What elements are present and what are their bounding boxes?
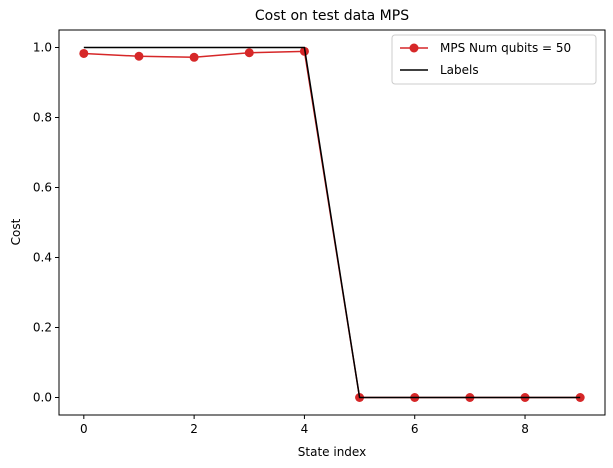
plot-area — [79, 46, 585, 402]
y-tick-label: 0.8 — [33, 111, 52, 125]
x-axis-ticks: 0 2 4 6 8 — [80, 415, 529, 436]
data-point-mps — [244, 48, 254, 58]
x-axis-label: State index — [298, 445, 366, 459]
y-tick-label: 1.0 — [33, 41, 52, 55]
y-axis-ticks: 0.0 0.2 0.4 0.6 0.8 1.0 — [33, 41, 59, 405]
chart-title: Cost on test data MPS — [255, 8, 409, 24]
y-tick-label: 0.4 — [33, 251, 52, 265]
x-tick-label: 4 — [301, 422, 309, 436]
x-tick-label: 8 — [521, 422, 529, 436]
legend-marker-mps — [409, 43, 419, 53]
data-point-mps — [79, 48, 89, 58]
legend: MPS Num qubits = 50 Labels — [391, 34, 597, 85]
x-tick-label: 2 — [190, 422, 198, 436]
y-tick-label: 0.0 — [33, 391, 52, 405]
legend-label-labels: Labels — [440, 63, 479, 77]
y-axis-label: Cost — [9, 218, 23, 245]
data-point-mps — [134, 51, 144, 61]
data-point-mps — [189, 52, 199, 62]
legend-label-mps: MPS Num qubits = 50 — [440, 41, 571, 55]
data-point-mps — [575, 393, 585, 402]
axes-frame — [58, 29, 606, 416]
x-tick-label: 0 — [80, 422, 88, 436]
series-line-labels — [83, 46, 581, 399]
x-tick-label: 6 — [411, 422, 419, 436]
y-tick-label: 0.2 — [33, 321, 52, 335]
legend-box — [391, 34, 597, 85]
y-tick-label: 0.6 — [33, 181, 52, 195]
